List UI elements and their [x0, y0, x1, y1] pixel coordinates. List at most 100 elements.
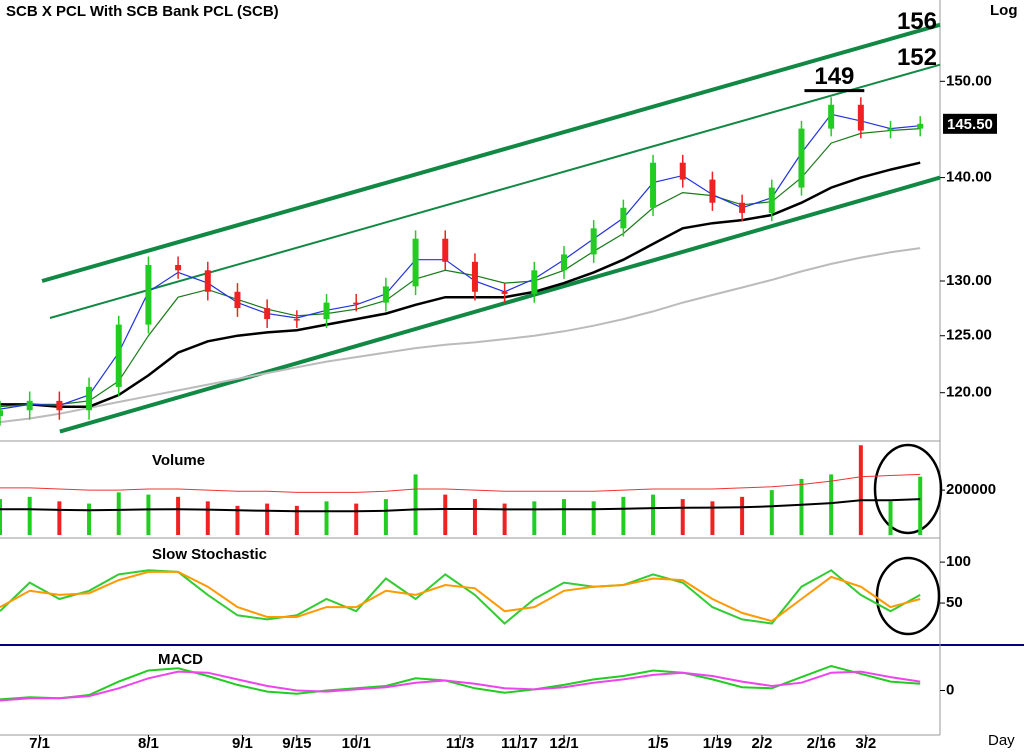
series-line: [0, 570, 921, 623]
volume-bar: [205, 501, 210, 535]
series-line: [0, 664, 921, 701]
series-line: [0, 247, 921, 424]
candle-body: [590, 228, 597, 255]
candle-body: [323, 302, 330, 320]
annotation: 149: [814, 63, 854, 90]
x-tick-label: 2/2: [751, 735, 772, 752]
x-tick-label: 12/1: [549, 735, 578, 752]
series-line: [0, 569, 921, 625]
last-price-box: [943, 113, 997, 134]
x-tick-label: 1/5: [648, 735, 669, 752]
annotation: 156: [897, 8, 937, 35]
candle-body: [264, 308, 271, 320]
candle-body: [620, 207, 627, 229]
y-tick-label: 130.00: [946, 272, 992, 289]
panel-title: Slow Stochastic: [152, 546, 267, 563]
candle-body: [204, 270, 211, 292]
panel-title: Volume: [152, 452, 205, 469]
panel-title: MACD: [158, 651, 203, 668]
volume-bar: [769, 490, 774, 535]
panel-frames: [0, 0, 1024, 736]
volume-bar: [680, 499, 685, 535]
volume-bar: [324, 501, 329, 535]
highlight-circle: [873, 443, 943, 535]
candle-body: [442, 238, 449, 262]
candle-body: [86, 386, 93, 411]
volume-bar: [710, 501, 715, 535]
candle-body: [145, 264, 152, 325]
x-tick-label: 11/17: [501, 735, 538, 752]
x-tick-label: 10/1: [342, 735, 371, 752]
y-tick-label: 150.00: [946, 72, 992, 89]
candle-body: [412, 238, 419, 287]
candle-body: [501, 291, 508, 294]
y-tick-label: 120.00: [946, 384, 992, 401]
scale-label: Log: [990, 2, 1018, 19]
volume-bar: [651, 494, 656, 535]
volume-bar: [532, 501, 537, 535]
candle-body: [828, 104, 835, 129]
volume-bar: [0, 499, 2, 535]
volume-bar: [265, 503, 270, 535]
volume-bar: [829, 474, 834, 535]
candle-body: [917, 123, 924, 129]
volume-bar: [472, 499, 477, 535]
chart-title: SCB X PCL With SCB Bank PCL (SCB): [6, 3, 279, 20]
series-line: [0, 498, 921, 513]
y-tick-label: 100: [946, 553, 971, 570]
candle-body: [115, 324, 122, 387]
candle-body: [0, 410, 3, 417]
channel-line: [49, 63, 941, 319]
y-tick-label: 50: [946, 594, 963, 611]
volume-bar: [740, 496, 745, 535]
series-line: [0, 113, 921, 410]
candle-body: [531, 270, 538, 294]
candle-body: [709, 179, 716, 203]
volume-bar: [562, 499, 566, 535]
annotation: 152: [897, 44, 937, 71]
volume-bar: [27, 496, 32, 535]
candle-body: [234, 291, 241, 309]
x-axis-label: Day: [988, 732, 1015, 749]
candle-body: [739, 202, 746, 213]
volume-bar: [57, 501, 62, 535]
x-tick-label: 7/1: [29, 735, 50, 752]
y-tick-label: 140.00: [946, 169, 992, 186]
volume-bar: [858, 445, 863, 535]
candle-body: [175, 264, 182, 271]
x-tick-label: 9/15: [282, 735, 311, 752]
series-line: [0, 128, 921, 408]
y-tick-label: 200000: [946, 481, 996, 498]
volume-bar: [413, 474, 418, 535]
volume-bar: [116, 492, 121, 535]
x-tick-label: 11/3: [446, 735, 474, 752]
y-tick-label: 125.00: [946, 327, 992, 344]
x-tick-label: 2/16: [807, 735, 836, 752]
volume-bar: [235, 505, 240, 535]
x-tick-label: 9/1: [232, 735, 253, 752]
candle-body: [56, 400, 63, 411]
candle-body: [561, 254, 567, 271]
candle-body: [650, 162, 657, 208]
candle-body: [26, 400, 33, 411]
volume-bar: [294, 505, 299, 535]
candle-body: [857, 104, 864, 131]
candle-body: [768, 187, 775, 213]
y-tick-label: 0: [946, 681, 954, 698]
series-line: [0, 670, 921, 702]
volume-bar: [443, 494, 448, 535]
volume-bar: [354, 503, 359, 535]
volume-bar: [87, 503, 92, 535]
x-tick-label: 8/1: [138, 735, 159, 752]
volume-bar: [888, 501, 893, 535]
candle-body: [353, 302, 360, 305]
volume-bar: [176, 496, 181, 535]
series-line: [0, 161, 921, 408]
volume-bar: [918, 476, 923, 535]
volume-bar: [799, 478, 804, 535]
last-price-label: 145.50: [947, 116, 993, 133]
volume-bar: [383, 499, 388, 535]
candle-body: [679, 162, 686, 180]
